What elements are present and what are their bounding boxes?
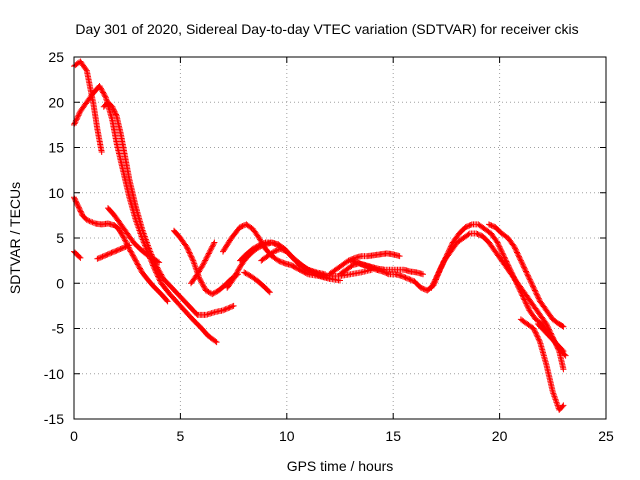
y-tick-label: -10 bbox=[44, 366, 64, 382]
x-tick-label: 5 bbox=[177, 428, 185, 444]
x-tick-label: 20 bbox=[492, 428, 508, 444]
series-arc-14 bbox=[258, 245, 329, 278]
series-arc-20 bbox=[517, 316, 567, 413]
point-markers bbox=[71, 248, 84, 261]
point-markers bbox=[100, 99, 237, 318]
point-markers bbox=[188, 239, 218, 287]
y-tick-label: 10 bbox=[48, 185, 64, 201]
x-tick-label: 0 bbox=[70, 428, 78, 444]
x-tick-label: 10 bbox=[279, 428, 295, 444]
data-points bbox=[71, 58, 569, 413]
point-markers bbox=[94, 242, 133, 262]
x-axis-label: GPS time / hours bbox=[287, 458, 394, 474]
series-arc-2 bbox=[71, 58, 105, 155]
series-arc-21 bbox=[534, 321, 567, 355]
point-markers bbox=[241, 269, 273, 296]
series-arc-7 bbox=[94, 242, 133, 262]
x-tick-label: 15 bbox=[385, 428, 401, 444]
series-arc-5 bbox=[105, 205, 163, 266]
y-tick-label: 0 bbox=[56, 275, 64, 291]
point-markers bbox=[486, 221, 567, 330]
series-arc-13 bbox=[241, 269, 273, 296]
point-markers bbox=[517, 316, 567, 413]
chart-title: Day 301 of 2020, Sidereal Day-to-day VTE… bbox=[75, 21, 578, 37]
y-tick-label: -15 bbox=[44, 411, 64, 427]
y-axis-label: SDTVAR / TECUs bbox=[7, 182, 23, 294]
series-arc-18 bbox=[428, 230, 567, 373]
point-markers bbox=[71, 58, 105, 155]
y-tick-label: 25 bbox=[48, 49, 64, 65]
series-arc-9 bbox=[188, 239, 218, 287]
point-markers bbox=[105, 205, 163, 266]
point-markers bbox=[428, 230, 567, 373]
y-tick-label: 20 bbox=[48, 94, 64, 110]
series-arc-6 bbox=[71, 248, 84, 261]
point-markers bbox=[258, 245, 329, 278]
axis-ticks: 0 5 10 15 20 25 -15 -10 -5 0 5 10 15 20 25 bbox=[44, 49, 614, 444]
y-tick-label: -5 bbox=[52, 321, 65, 337]
y-tick-label: 5 bbox=[56, 230, 64, 246]
series-arc-19 bbox=[486, 221, 567, 330]
series-arc-3 bbox=[100, 99, 237, 318]
x-tick-label: 25 bbox=[598, 428, 614, 444]
grid bbox=[74, 57, 606, 419]
point-markers bbox=[534, 321, 567, 355]
y-tick-label: 15 bbox=[48, 140, 64, 156]
